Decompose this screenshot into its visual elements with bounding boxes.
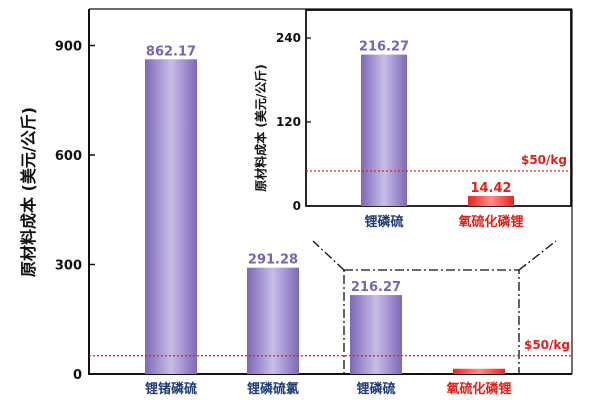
data-label: 291.28 bbox=[248, 253, 298, 268]
inset-y-tick-label: 120 bbox=[276, 115, 301, 129]
bar-4 bbox=[453, 368, 505, 374]
category-label: 氧硫化磷锂 bbox=[445, 381, 511, 397]
zoom-connector bbox=[312, 240, 557, 375]
y-tick-label: 600 bbox=[55, 149, 82, 164]
y-tick-label: 0 bbox=[73, 368, 82, 383]
y-tick-label: 300 bbox=[55, 259, 82, 274]
inset-category-label: 氧硫化磷锂 bbox=[457, 214, 523, 230]
inset-y-tick-label: 0 bbox=[293, 199, 301, 213]
main-y-axis-label: 原材料成本 (美元/公斤) bbox=[19, 107, 38, 277]
inset-frame bbox=[305, 9, 572, 207]
inset-bar-1 bbox=[361, 54, 407, 207]
threshold-label: $50/kg bbox=[524, 338, 570, 352]
inset-data-label: 216.27 bbox=[359, 40, 409, 55]
bar-2 bbox=[247, 267, 299, 374]
y-tick-label: 900 bbox=[55, 40, 82, 55]
inset-y-tick-label: 240 bbox=[276, 31, 301, 45]
inset-threshold-label: $50/kg bbox=[521, 153, 567, 167]
data-label: 216.27 bbox=[351, 280, 401, 295]
category-label: 锂锗磷硫 bbox=[145, 381, 197, 397]
inset-bar-2 bbox=[468, 195, 514, 206]
category-label: 锂磷硫 bbox=[356, 381, 395, 397]
bar-3 bbox=[350, 295, 402, 374]
category-label: 锂磷硫氯 bbox=[247, 381, 299, 397]
inset-category-label: 锂磷硫 bbox=[364, 214, 403, 230]
data-label: 862.17 bbox=[146, 44, 196, 59]
inset-y-axis-label: 原材料成本 (美元/公斤) bbox=[253, 64, 268, 192]
inset-data-label: 14.42 bbox=[470, 181, 511, 196]
bar-1 bbox=[145, 59, 197, 374]
